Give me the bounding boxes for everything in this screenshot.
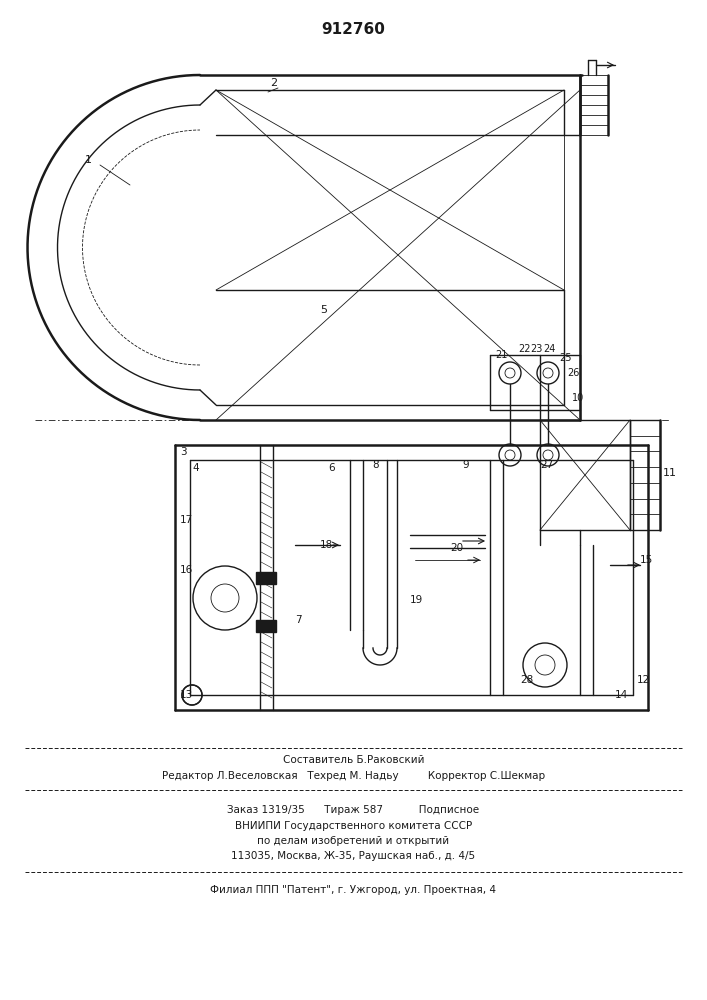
Text: 10: 10 [572, 393, 584, 403]
Text: 5: 5 [320, 305, 327, 315]
Text: 12: 12 [637, 675, 650, 685]
Text: 1: 1 [85, 155, 92, 165]
Text: 113035, Москва, Ж-35, Раушская наб., д. 4/5: 113035, Москва, Ж-35, Раушская наб., д. … [231, 851, 476, 861]
Text: 912760: 912760 [321, 22, 385, 37]
Text: 24: 24 [543, 344, 556, 354]
Bar [256, 620, 276, 632]
Text: 11: 11 [663, 468, 677, 478]
Text: 22: 22 [518, 344, 530, 354]
Text: 13: 13 [180, 690, 193, 700]
Text: 7: 7 [295, 615, 302, 625]
Text: 28: 28 [520, 675, 533, 685]
Text: 8: 8 [372, 460, 379, 470]
Text: Редактор Л.Веселовская   Техред М. Надьу         Корректор С.Шекмар: Редактор Л.Веселовская Техред М. Надьу К… [162, 771, 545, 781]
Text: 25: 25 [559, 353, 571, 363]
Text: 23: 23 [530, 344, 542, 354]
Bar [256, 572, 276, 584]
Text: 19: 19 [410, 595, 423, 605]
Text: 14: 14 [615, 690, 629, 700]
Text: ВНИИПИ Государственного комитета СССР: ВНИИПИ Государственного комитета СССР [235, 821, 472, 831]
Text: 2: 2 [270, 78, 277, 88]
Text: Составитель Б.Раковский: Составитель Б.Раковский [283, 755, 424, 765]
Text: 17: 17 [180, 515, 193, 525]
Text: 27: 27 [540, 460, 554, 470]
Text: Заказ 1319/35      Тираж 587           Подписное: Заказ 1319/35 Тираж 587 Подписное [228, 805, 479, 815]
Text: 21: 21 [495, 350, 508, 360]
Text: по делам изобретений и открытий: по делам изобретений и открытий [257, 836, 450, 846]
Text: 3: 3 [180, 447, 187, 457]
Text: 9: 9 [462, 460, 469, 470]
Text: 15: 15 [640, 555, 653, 565]
Text: 18: 18 [320, 540, 333, 550]
Text: 20: 20 [450, 543, 463, 553]
Text: 6: 6 [328, 463, 334, 473]
Text: 26: 26 [567, 368, 579, 378]
Text: 16: 16 [180, 565, 193, 575]
Text: 4: 4 [192, 463, 199, 473]
Text: Филиал ППП "Патент", г. Ужгород, ул. Проектная, 4: Филиал ППП "Патент", г. Ужгород, ул. Про… [211, 885, 496, 895]
